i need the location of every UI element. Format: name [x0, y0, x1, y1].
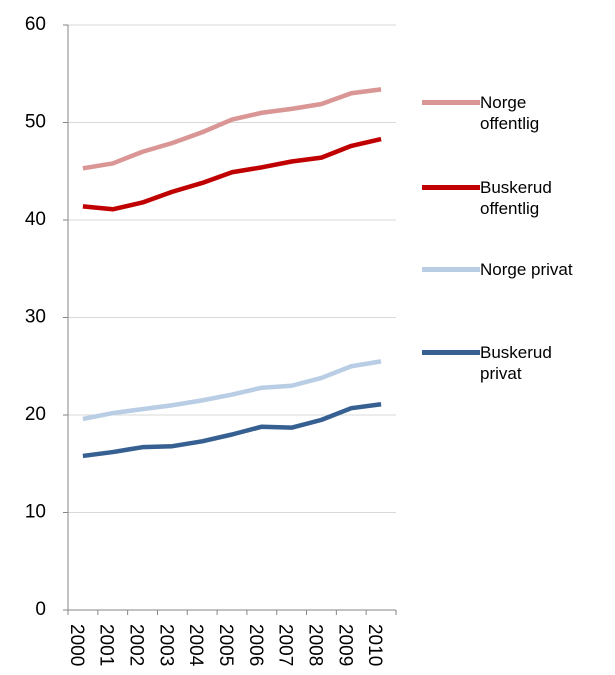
x-tick-label: 2004	[185, 624, 206, 667]
x-tick-label: 2010	[364, 624, 385, 666]
legend-item: Norge privat	[422, 259, 612, 280]
y-tick-label: 0	[35, 599, 46, 620]
x-tick-label: 2001	[96, 624, 117, 666]
y-tick-label: 10	[25, 502, 46, 523]
legend-label: Norge offentlig	[480, 93, 540, 133]
legend-swatch	[422, 267, 480, 272]
legend-label: Buskerud privat	[480, 343, 552, 383]
legend-item: Buskerud offentlig	[422, 177, 612, 219]
x-tick-label: 2000	[66, 624, 87, 666]
legend-label: Buskerud offentlig	[480, 178, 552, 218]
y-tick-label: 20	[25, 404, 46, 425]
x-tick-label: 2003	[155, 624, 176, 666]
series-line	[82, 136, 382, 212]
y-tick-label: 40	[25, 209, 46, 230]
y-tick-label: 50	[25, 112, 46, 133]
x-tick-label: 2006	[245, 624, 266, 666]
series-line	[82, 402, 382, 459]
legend-item: Norge offentlig	[422, 92, 612, 134]
x-tick-label: 2007	[275, 624, 296, 666]
series-line	[82, 359, 382, 422]
x-tick-label: 2005	[215, 624, 236, 666]
x-tick-label: 2008	[304, 624, 325, 666]
legend-swatch	[422, 350, 480, 355]
x-tick-label: 2009	[334, 624, 355, 666]
legend-swatch	[422, 185, 480, 190]
legend-swatch	[422, 100, 480, 105]
y-tick-label: 30	[25, 307, 46, 328]
x-tick-label: 2002	[126, 624, 147, 666]
series-line	[82, 87, 382, 171]
legend-item: Buskerud privat	[422, 342, 612, 384]
y-tick-label: 60	[25, 14, 46, 35]
legend-label: Norge privat	[480, 260, 573, 279]
